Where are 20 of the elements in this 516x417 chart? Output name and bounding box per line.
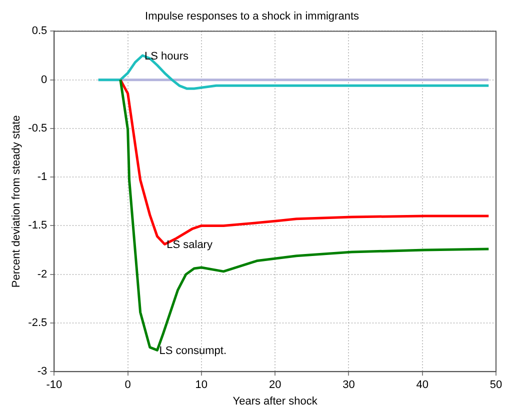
y-tick-label: 0 [41, 74, 48, 86]
x-tick-label: 10 [195, 379, 208, 392]
annotation: LS consumpt. [159, 345, 227, 358]
x-tick-label: 40 [416, 379, 428, 392]
x-tick-label: 30 [342, 379, 355, 392]
annotation: LS salary [166, 239, 213, 252]
x-tick-label: -10 [46, 379, 62, 392]
y-tick-label: -2.5 [28, 317, 48, 330]
chart-title: Impulse responses to a shock in immigrants [145, 10, 360, 23]
y-tick-label: 0.5 [32, 25, 48, 38]
x-tick-label: 20 [268, 379, 282, 392]
x-tick-label: 0 [124, 379, 131, 392]
y-tick-label: -3 [37, 366, 48, 378]
y-axis-title: Percent deviation from steady state [10, 115, 23, 288]
x-tick-label: 50 [490, 379, 502, 392]
y-tick-label: -1 [37, 171, 48, 184]
x-axis-title: Years after shock [232, 395, 318, 408]
y-tick-label: -2 [37, 268, 48, 280]
y-tick-label: -0.5 [28, 122, 48, 134]
y-tick-label: -1.5 [28, 220, 48, 232]
